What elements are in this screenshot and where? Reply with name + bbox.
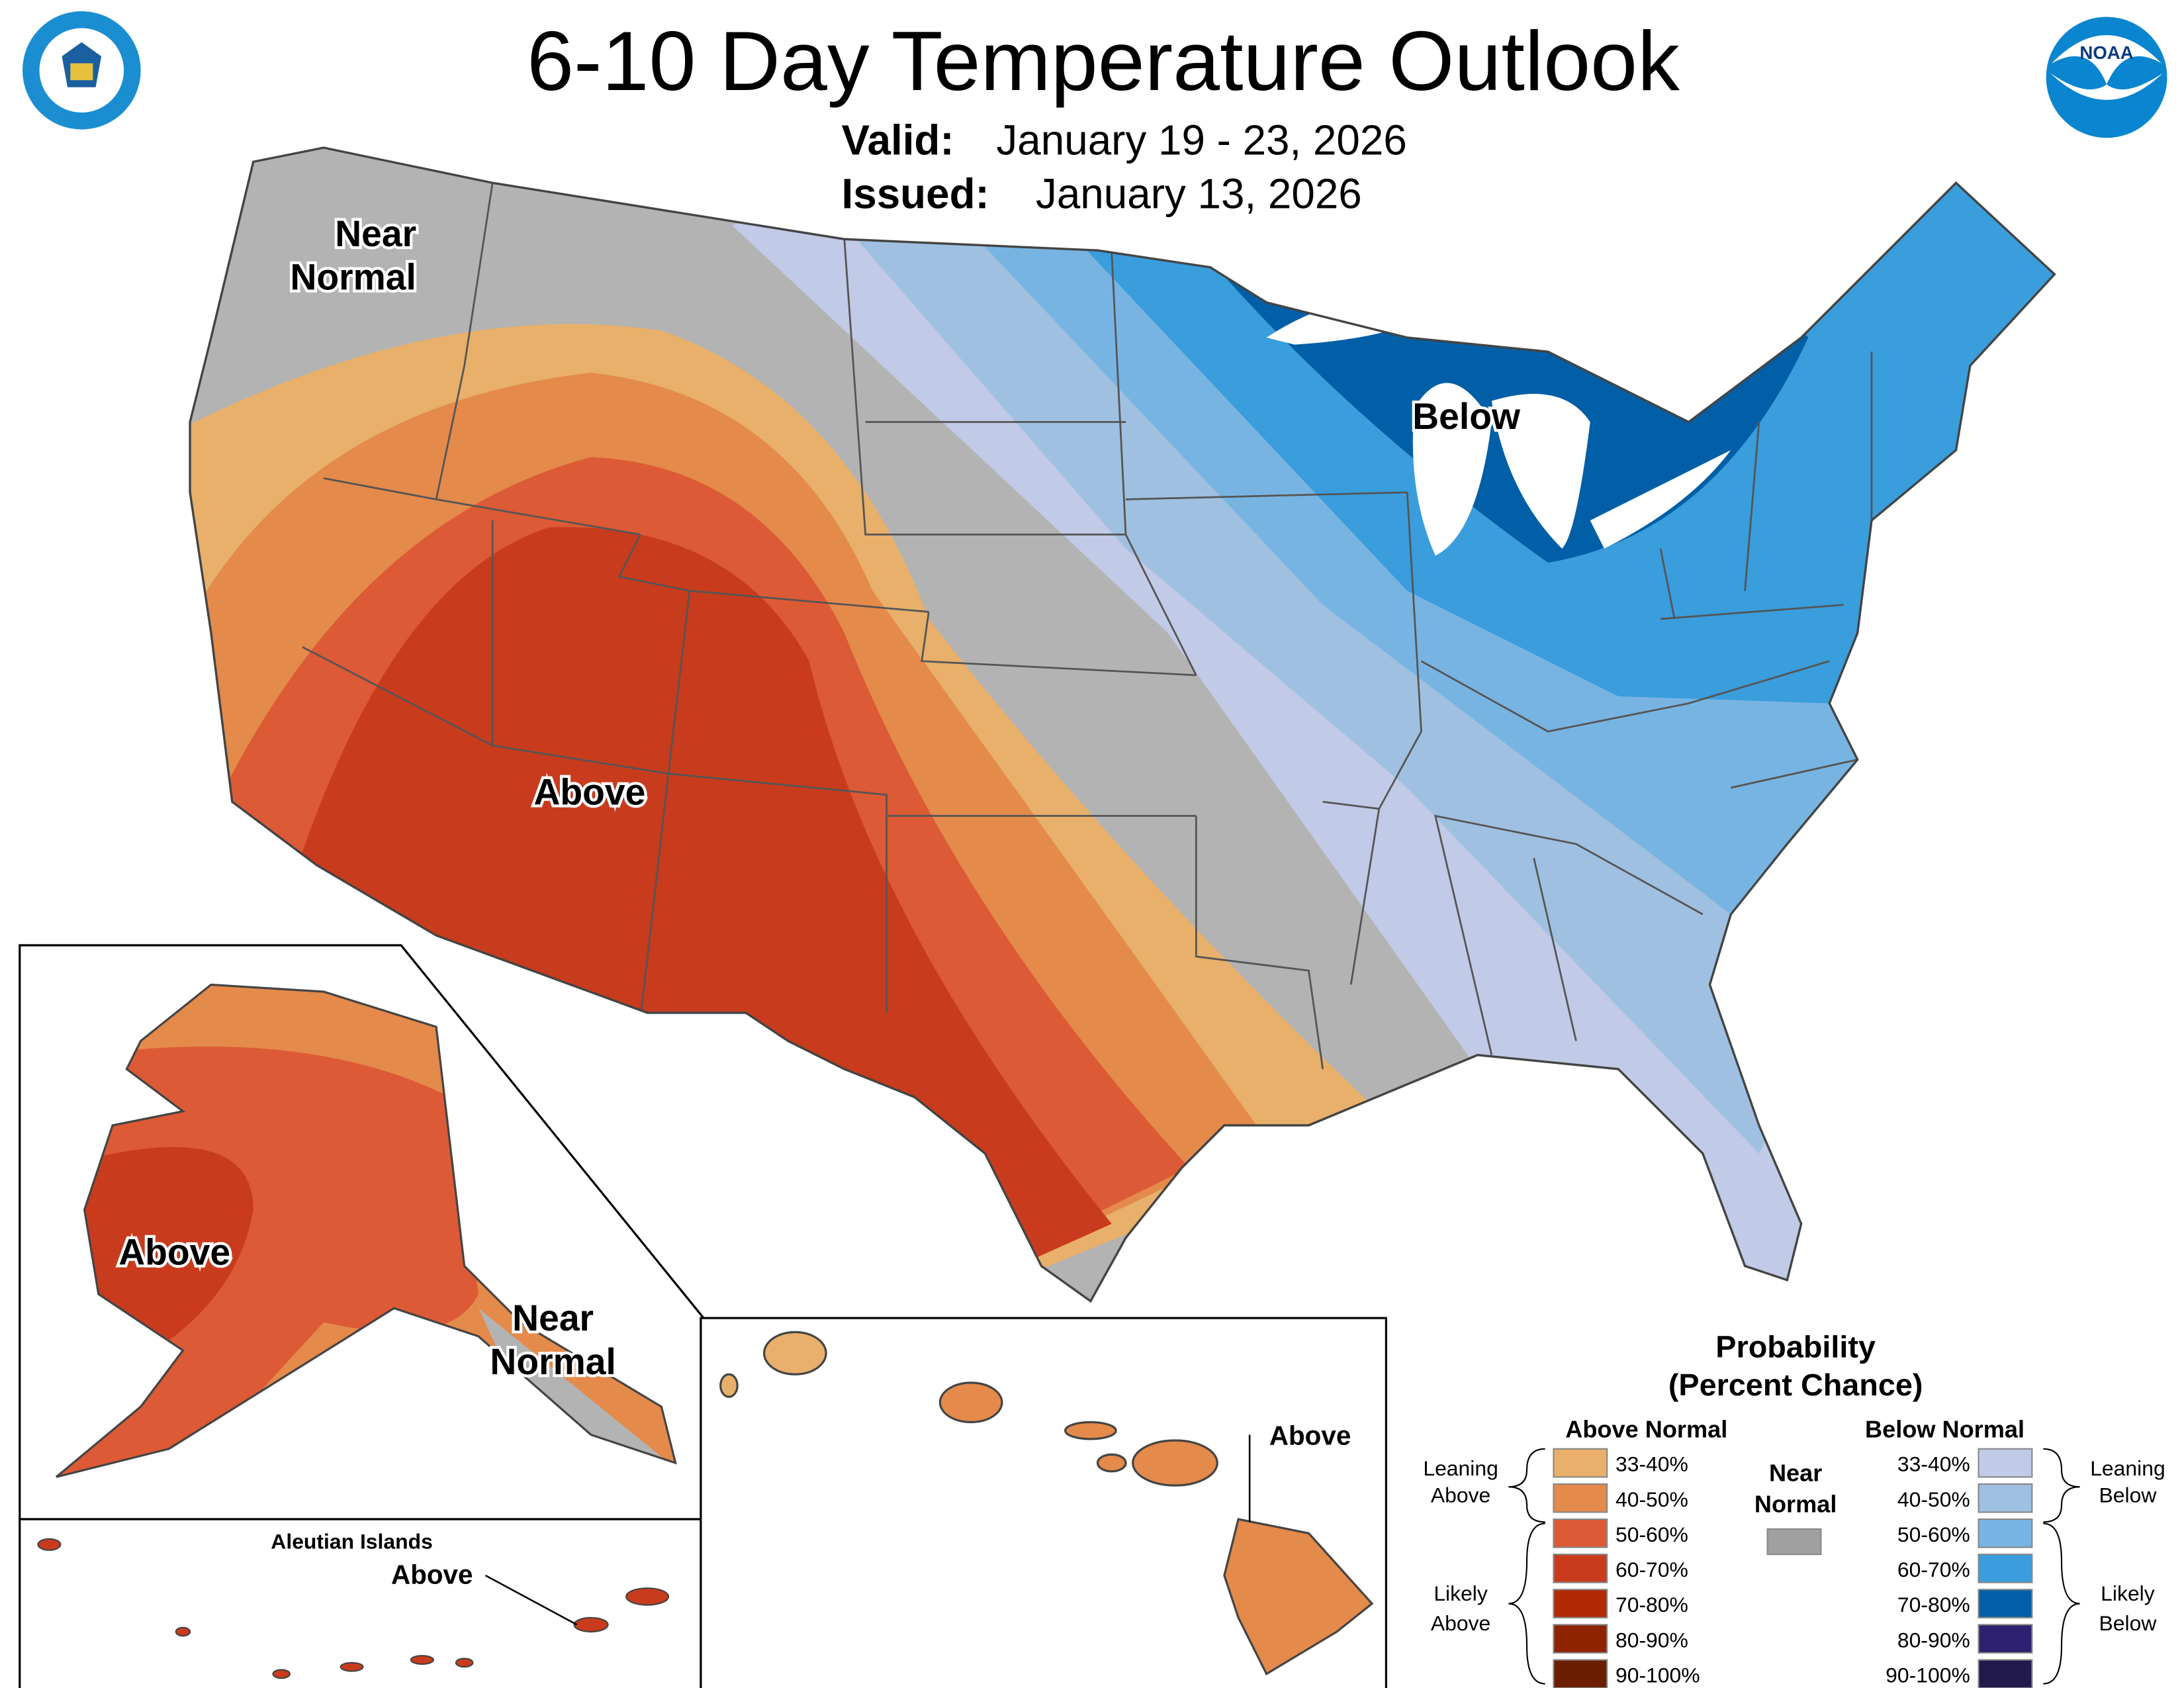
- below-swatch-5: [1978, 1624, 2033, 1654]
- above-swatch-1: [1553, 1483, 1608, 1513]
- conus-outline: [189, 146, 2056, 1303]
- below-range-6: 90-100%: [1886, 1664, 1970, 1687]
- above-swatch-0: [1553, 1448, 1608, 1478]
- state-boundaries: [302, 183, 1873, 1070]
- noaa-logo: NOAA: [2046, 17, 2167, 138]
- aleutian-inset: [19, 1518, 705, 1688]
- likely-above-2: Above: [1431, 1611, 1490, 1635]
- above-range-2: 50-60%: [1615, 1523, 1688, 1546]
- alaska-above-label: Above: [118, 1231, 230, 1272]
- above-swatch-2: [1553, 1518, 1608, 1548]
- below-swatch-4: [1978, 1589, 2033, 1618]
- below-swatch-0: [1978, 1448, 2033, 1478]
- issued-value: January 13, 2026: [1036, 170, 1362, 218]
- above-range-5: 80-90%: [1615, 1628, 1688, 1652]
- above-range-6: 90-100%: [1615, 1664, 1700, 1687]
- near-normal-label-2: Normal: [1754, 1490, 1837, 1517]
- likely-above-1: Likely: [1433, 1581, 1488, 1605]
- above-swatch-3: [1553, 1554, 1608, 1583]
- legend: Probability (Percent Chance) Above Norma…: [1423, 1330, 2165, 1688]
- conus-near-normal-label-1: Near: [335, 213, 416, 254]
- below-range-4: 70-80%: [1897, 1593, 1970, 1617]
- above-swatch-6: [1553, 1659, 1608, 1688]
- svg-text:NOAA: NOAA: [2079, 42, 2133, 63]
- likely-below-1: Likely: [2101, 1581, 2155, 1605]
- leaning-below-2: Below: [2099, 1483, 2158, 1507]
- great-lakes: [1266, 297, 1731, 556]
- alaska-near-label-2: Normal: [490, 1341, 615, 1382]
- below-range-5: 80-90%: [1897, 1628, 1970, 1652]
- below-swatch-1: [1978, 1483, 2033, 1513]
- below-swatch-2: [1978, 1518, 2033, 1548]
- above-normal-header: Above Normal: [1565, 1416, 1727, 1443]
- legend-title-1: Probability: [1715, 1330, 1876, 1364]
- valid-label: Valid:: [842, 117, 954, 164]
- below-normal-header: Below Normal: [1865, 1416, 2025, 1443]
- above-range-1: 40-50%: [1615, 1487, 1688, 1511]
- below-range-3: 60-70%: [1897, 1558, 1970, 1581]
- conus-above-label: Above: [533, 772, 645, 813]
- hawaii-above-label: Above: [1269, 1420, 1351, 1450]
- above-range-3: 60-70%: [1615, 1558, 1688, 1581]
- below-swatch-6: [1978, 1659, 2033, 1688]
- aleutian-title: Aleutian Islands: [271, 1530, 433, 1554]
- conus-near-normal-label-2: Normal: [290, 257, 416, 298]
- issued-label: Issued:: [842, 170, 989, 218]
- leaning-below-1: Leaning: [2090, 1456, 2165, 1480]
- conus-below-label: Below: [1412, 396, 1521, 437]
- below-range-1: 40-50%: [1897, 1487, 1970, 1511]
- below-swatch-3: [1978, 1554, 2033, 1583]
- alaska-near-label-1: Near: [512, 1297, 594, 1338]
- above-swatch-5: [1553, 1624, 1608, 1654]
- leaning-above-1: Leaning: [1423, 1456, 1498, 1480]
- aleutian-above-label: Above: [391, 1560, 473, 1590]
- above-swatch-4: [1553, 1589, 1608, 1618]
- legend-title-2: (Percent Chance): [1668, 1368, 1923, 1402]
- hawaii-inset: [700, 1317, 1387, 1688]
- leaning-above-2: Above: [1431, 1483, 1490, 1507]
- department-of-commerce-logo: [23, 11, 141, 130]
- near-normal-label-1: Near: [1769, 1460, 1822, 1487]
- alaska-inset: [19, 944, 705, 1521]
- above-range-0: 33-40%: [1615, 1452, 1688, 1476]
- below-range-2: 50-60%: [1897, 1523, 1970, 1546]
- above-range-4: 70-80%: [1615, 1593, 1688, 1617]
- valid-value: January 19 - 23, 2026: [996, 117, 1406, 164]
- likely-below-2: Below: [2099, 1611, 2158, 1635]
- near-normal-swatch: [1766, 1528, 1822, 1556]
- below-range-0: 33-40%: [1897, 1452, 1970, 1476]
- page-title: 6-10 Day Temperature Outlook: [527, 15, 1680, 109]
